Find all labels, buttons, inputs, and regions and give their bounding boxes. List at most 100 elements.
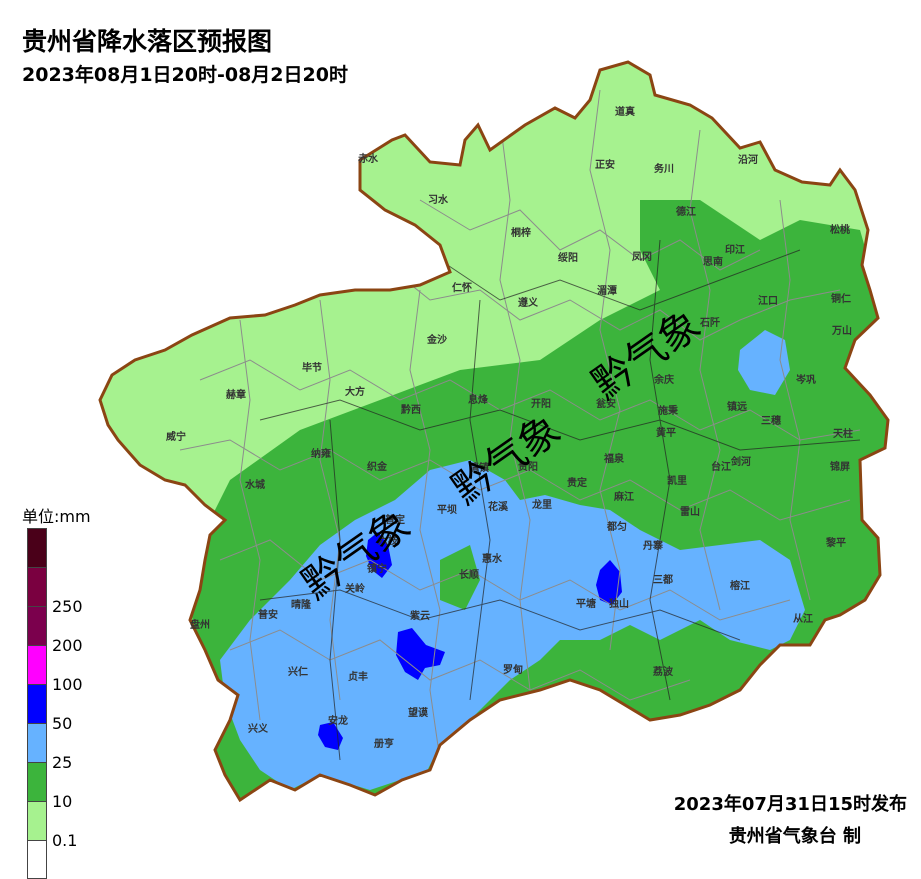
legend-swatch xyxy=(27,567,47,606)
county-label: 都匀 xyxy=(606,520,627,533)
legend-label: 100 xyxy=(52,675,83,694)
county-label: 黎平 xyxy=(826,536,846,549)
county-label: 剑河 xyxy=(730,455,751,468)
county-label: 余庆 xyxy=(653,373,674,386)
county-label: 黄平 xyxy=(656,426,676,439)
county-label: 兴仁 xyxy=(288,665,308,678)
county-label: 荔波 xyxy=(652,665,674,678)
county-label: 万山 xyxy=(831,324,852,337)
county-label: 望谟 xyxy=(408,706,429,719)
zone-heavy-rain xyxy=(220,460,805,790)
county-label: 丹寨 xyxy=(643,539,663,552)
map-subtitle: 2023年08月1日20时-08月2日20时 xyxy=(22,64,348,86)
county-borders xyxy=(179,89,861,761)
county-label: 盘州 xyxy=(190,618,210,631)
county-label: 长顺 xyxy=(459,568,479,581)
county-label: 麻江 xyxy=(613,490,634,503)
county-label: 赤水 xyxy=(358,152,379,165)
county-label: 贵定 xyxy=(567,476,587,489)
county-label: 铜仁 xyxy=(831,292,851,305)
county-label: 贞丰 xyxy=(348,670,368,683)
county-label: 松桃 xyxy=(830,223,850,236)
county-label: 六枝 xyxy=(378,534,399,547)
legend-label: 250 xyxy=(52,597,83,616)
county-label: 凤冈 xyxy=(632,251,652,263)
legend-label: 200 xyxy=(52,636,83,655)
zone-rainstorm-3 xyxy=(596,560,622,605)
county-label: 册亨 xyxy=(374,737,394,750)
county-label: 晴隆 xyxy=(291,598,312,611)
county-label: 遵义 xyxy=(518,296,539,309)
county-label: 绥阳 xyxy=(558,251,578,264)
county-label: 三都 xyxy=(653,573,673,586)
county-label: 务川 xyxy=(654,162,674,175)
county-label: 紫云 xyxy=(410,609,430,622)
legend-swatch xyxy=(27,723,47,762)
county-label: 岑巩 xyxy=(795,373,816,386)
zone-heavy-rain-east xyxy=(738,330,790,395)
county-label: 开阳 xyxy=(531,398,551,410)
county-label: 施秉 xyxy=(658,404,679,417)
legend-swatch xyxy=(27,762,47,801)
map-title: 贵州省降水落区预报图 xyxy=(22,27,273,56)
legend-swatch xyxy=(27,528,47,567)
legend-swatch xyxy=(27,645,47,684)
legend-label: 0.1 xyxy=(52,831,78,850)
legend-label: 10 xyxy=(52,792,73,811)
county-label: 德江 xyxy=(675,205,696,218)
county-label: 凯里 xyxy=(667,474,687,487)
legend-swatch xyxy=(27,840,47,879)
county-label: 普安 xyxy=(258,608,278,621)
county-label: 沿河 xyxy=(738,153,758,166)
legend-unit: 单位:mm xyxy=(22,507,91,526)
county-label: 织金 xyxy=(367,460,388,473)
county-label: 天柱 xyxy=(833,427,853,440)
county-label: 息烽 xyxy=(468,393,489,406)
legend-label: 50 xyxy=(52,714,73,733)
county-label: 毕节 xyxy=(302,361,322,374)
county-label: 独山 xyxy=(609,597,629,610)
zone-rainstorm-2 xyxy=(396,628,445,680)
legend-swatch xyxy=(27,606,47,645)
county-label: 道真 xyxy=(615,105,635,118)
county-label: 惠水 xyxy=(482,552,503,565)
county-label: 仁怀 xyxy=(452,281,472,294)
county-label: 赫章 xyxy=(226,388,246,401)
prefecture-borders xyxy=(259,239,861,761)
county-label: 从江 xyxy=(793,612,813,625)
county-label: 大方 xyxy=(345,385,365,398)
zone-moderate-pocket-south xyxy=(600,625,670,700)
county-label: 普定 xyxy=(385,513,405,526)
county-label: 贵阳 xyxy=(518,460,538,473)
county-label: 湄潭 xyxy=(597,284,617,297)
county-label: 思南 xyxy=(703,255,723,268)
county-label: 清镇 xyxy=(469,461,489,474)
county-label: 正安 xyxy=(595,158,615,171)
county-label: 纳雍 xyxy=(311,447,331,460)
county-label: 罗甸 xyxy=(503,663,523,676)
county-label: 榕江 xyxy=(730,579,750,592)
legend-label: 25 xyxy=(52,753,73,772)
county-label: 花溪 xyxy=(488,500,509,513)
legend-swatch xyxy=(27,801,47,840)
county-label: 平坝 xyxy=(437,503,457,516)
county-label: 兴义 xyxy=(248,722,269,735)
county-label: 三穗 xyxy=(761,414,781,427)
county-label: 安龙 xyxy=(328,714,348,727)
maker: 贵州省气象台 制 xyxy=(728,826,861,847)
county-label: 关岭 xyxy=(345,582,365,595)
zone-rainstorm-1 xyxy=(366,532,392,578)
county-label: 石阡 xyxy=(699,316,720,329)
county-label: 威宁 xyxy=(166,430,186,443)
legend-swatches xyxy=(27,528,47,879)
county-label: 黔西 xyxy=(401,403,421,416)
county-label: 福泉 xyxy=(603,452,625,465)
county-label: 镇远 xyxy=(727,400,747,413)
county-label: 瓮安 xyxy=(596,397,616,410)
county-label: 台江 xyxy=(711,460,731,473)
county-label: 平塘 xyxy=(576,597,596,610)
county-label: 桐梓 xyxy=(511,226,531,239)
